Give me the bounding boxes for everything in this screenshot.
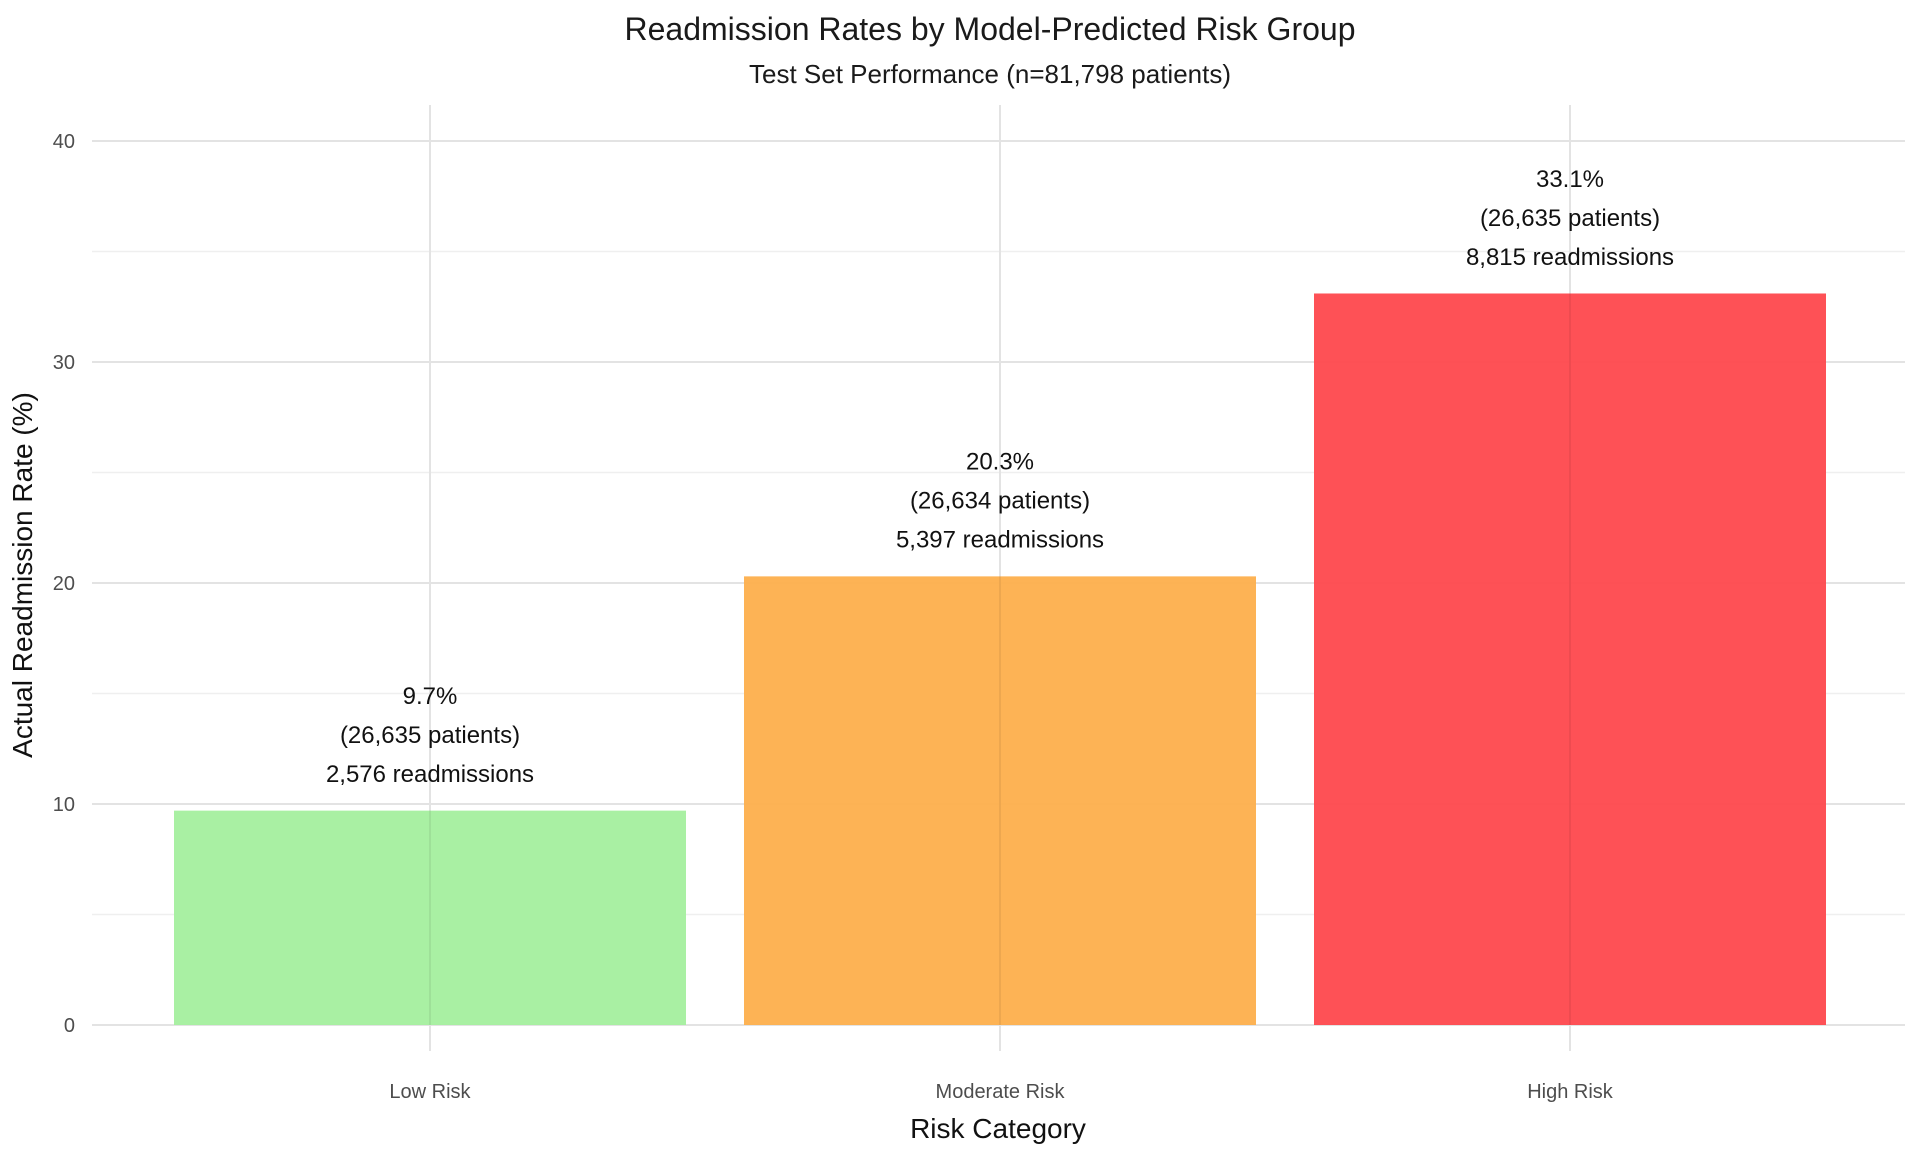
x-tick-label: Low Risk bbox=[389, 1081, 471, 1103]
x-axis-title: Risk Category bbox=[910, 1113, 1086, 1144]
data-labels: 9.7% (26,635 patients) 2,576 readmissions 2… bbox=[326, 166, 1674, 788]
bar-high-risk bbox=[1314, 293, 1826, 1025]
bars bbox=[174, 293, 1826, 1025]
bar-low-risk bbox=[174, 810, 686, 1025]
y-tick-label: 10 bbox=[53, 794, 75, 816]
data-label: 20.3% bbox=[966, 449, 1034, 476]
data-label: 2,576 readmissions bbox=[326, 761, 534, 788]
data-label: 8,815 readmissions bbox=[1466, 244, 1674, 271]
y-tick-label: 30 bbox=[53, 352, 75, 374]
x-axis-ticks: Low Risk Moderate Risk High Risk bbox=[389, 1081, 1613, 1103]
data-label: 5,397 readmissions bbox=[896, 527, 1104, 554]
y-axis-ticks: 0 10 20 30 40 bbox=[53, 131, 75, 1037]
data-label: 9.7% bbox=[403, 683, 458, 710]
chart-title: Readmission Rates by Model-Predicted Ris… bbox=[625, 11, 1356, 47]
bar-moderate-risk bbox=[744, 576, 1256, 1025]
data-label: (26,635 patients) bbox=[1480, 205, 1660, 232]
y-tick-label: 0 bbox=[64, 1015, 75, 1037]
y-tick-label: 40 bbox=[53, 131, 75, 153]
chart-subtitle: Test Set Performance (n=81,798 patients) bbox=[749, 59, 1231, 89]
data-label: (26,635 patients) bbox=[340, 722, 520, 749]
x-tick-label: High Risk bbox=[1527, 1081, 1614, 1103]
data-label: (26,634 patients) bbox=[910, 488, 1090, 515]
data-label: 33.1% bbox=[1536, 166, 1604, 193]
x-tick-label: Moderate Risk bbox=[936, 1081, 1066, 1103]
y-tick-label: 20 bbox=[53, 573, 75, 595]
y-axis-title: Actual Readmission Rate (%) bbox=[7, 392, 38, 758]
